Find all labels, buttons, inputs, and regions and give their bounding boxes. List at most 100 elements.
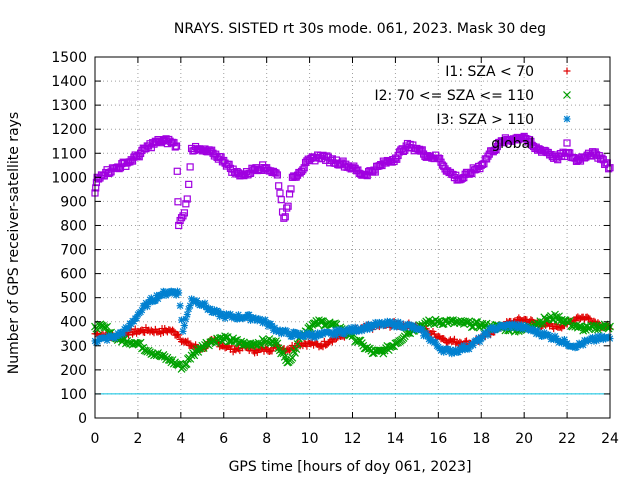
data-point (175, 289, 183, 297)
x-axis-label: GPS time [hours of doy 061, 2023] (229, 459, 472, 475)
x-tick-label: 8 (262, 431, 271, 447)
x-tick-label: 22 (558, 431, 576, 447)
x-tick-label: 6 (219, 431, 228, 447)
legend-label: global (491, 136, 534, 152)
data-point-dense (125, 331, 133, 339)
data-point (391, 339, 400, 348)
data-point-dense (471, 318, 480, 326)
data-point-dense (167, 358, 176, 367)
data-point-dense (272, 337, 280, 346)
data-point-dense (440, 335, 448, 343)
data-point-dense (292, 345, 301, 353)
series-layer (91, 132, 614, 373)
y-axis-label: Number of GPS receiver-satellite rays (6, 112, 22, 374)
y-tick-label: 100 (60, 387, 87, 403)
y-tick-label: 500 (60, 291, 87, 307)
y-tick-label: 900 (60, 194, 87, 210)
data-point-dense (185, 180, 193, 188)
data-point-dense (171, 143, 179, 151)
data-point-dense (393, 155, 401, 163)
data-point-dense (184, 337, 192, 345)
data-point-dense (182, 359, 191, 368)
data-point-dense (169, 326, 177, 334)
legend-label: I2: 70 <= SZA <= 110 (374, 88, 534, 104)
data-point-dense (275, 182, 283, 190)
data-point (172, 142, 181, 150)
data-point-dense (299, 166, 307, 174)
data-point-dense (173, 167, 181, 175)
data-point-dense (283, 204, 291, 212)
data-point (280, 214, 288, 222)
data-point-dense (484, 331, 492, 339)
data-point-dense (119, 330, 127, 338)
data-point-dense (318, 342, 326, 350)
y-tick-label: 800 (60, 218, 87, 234)
legend-label: I3: SZA > 110 (436, 112, 534, 128)
series-3 (91, 287, 614, 358)
x-tick-label: 4 (176, 431, 185, 447)
y-tick-label: 700 (60, 243, 87, 259)
data-point-dense (235, 345, 243, 353)
data-point (284, 202, 292, 210)
legend-label: I1: SZA < 70 (445, 64, 534, 80)
data-point-dense (430, 330, 438, 338)
data-point-dense (225, 160, 233, 168)
x-tick-label: 20 (515, 431, 533, 447)
y-tick-label: 0 (78, 411, 87, 427)
y-tick-label: 200 (60, 363, 87, 379)
data-point-dense (285, 190, 294, 198)
y-tick-label: 400 (60, 315, 87, 331)
data-point-dense (534, 319, 543, 328)
data-point (273, 171, 281, 179)
data-point-dense (276, 189, 284, 197)
legend: I1: SZA < 70 I2: 70 <= SZA <= 110 I3: SZA … (374, 64, 571, 152)
data-point-dense (586, 315, 594, 323)
data-point-dense (182, 200, 190, 208)
y-tick-label: 1300 (51, 98, 87, 114)
y-tick-label: 1500 (51, 50, 87, 66)
data-point (179, 327, 187, 335)
y-tick-label: 300 (60, 339, 87, 355)
data-point-dense (300, 164, 308, 172)
series-4 (91, 132, 614, 230)
y-tick-label: 600 (60, 267, 87, 283)
data-point-dense (186, 163, 194, 171)
y-tick-label: 1100 (51, 146, 87, 162)
legend-marker (563, 91, 571, 99)
data-point (183, 195, 191, 203)
y-tick-label: 1400 (51, 74, 87, 90)
x-tick-label: 18 (472, 431, 490, 447)
x-tick-label: 24 (601, 431, 619, 447)
data-point (288, 353, 297, 362)
y-tick-label: 1000 (51, 170, 87, 186)
data-point-dense (176, 302, 184, 310)
data-point-dense (555, 312, 563, 321)
x-tick-label: 10 (301, 431, 319, 447)
data-point-dense (277, 196, 285, 204)
data-point (273, 339, 282, 348)
data-point-dense (319, 317, 327, 326)
data-point-dense (268, 347, 276, 355)
data-point-dense (272, 169, 280, 177)
data-point-dense (174, 198, 182, 206)
data-point-dense (257, 341, 266, 349)
data-point-dense (180, 321, 188, 329)
x-tick-label: 14 (387, 431, 405, 447)
x-tick-label: 16 (429, 431, 447, 447)
axis-ticks: 0100200300400500600700800900100011001200… (51, 50, 619, 447)
data-point-dense (180, 209, 189, 217)
data-point-dense (605, 165, 613, 173)
legend-marker (563, 67, 571, 75)
data-point-dense (281, 213, 289, 221)
data-point-dense (103, 322, 111, 331)
data-point-dense (136, 338, 145, 347)
data-point (183, 311, 191, 319)
data-point-dense (551, 310, 559, 319)
data-point (585, 314, 593, 322)
data-point-dense (287, 185, 295, 193)
legend-marker (563, 139, 571, 147)
chart-title: NRAYS. SISTED rt 30s mode. 061, 2023. Ma… (174, 21, 546, 37)
data-point (175, 221, 183, 230)
data-point-dense (186, 302, 194, 310)
